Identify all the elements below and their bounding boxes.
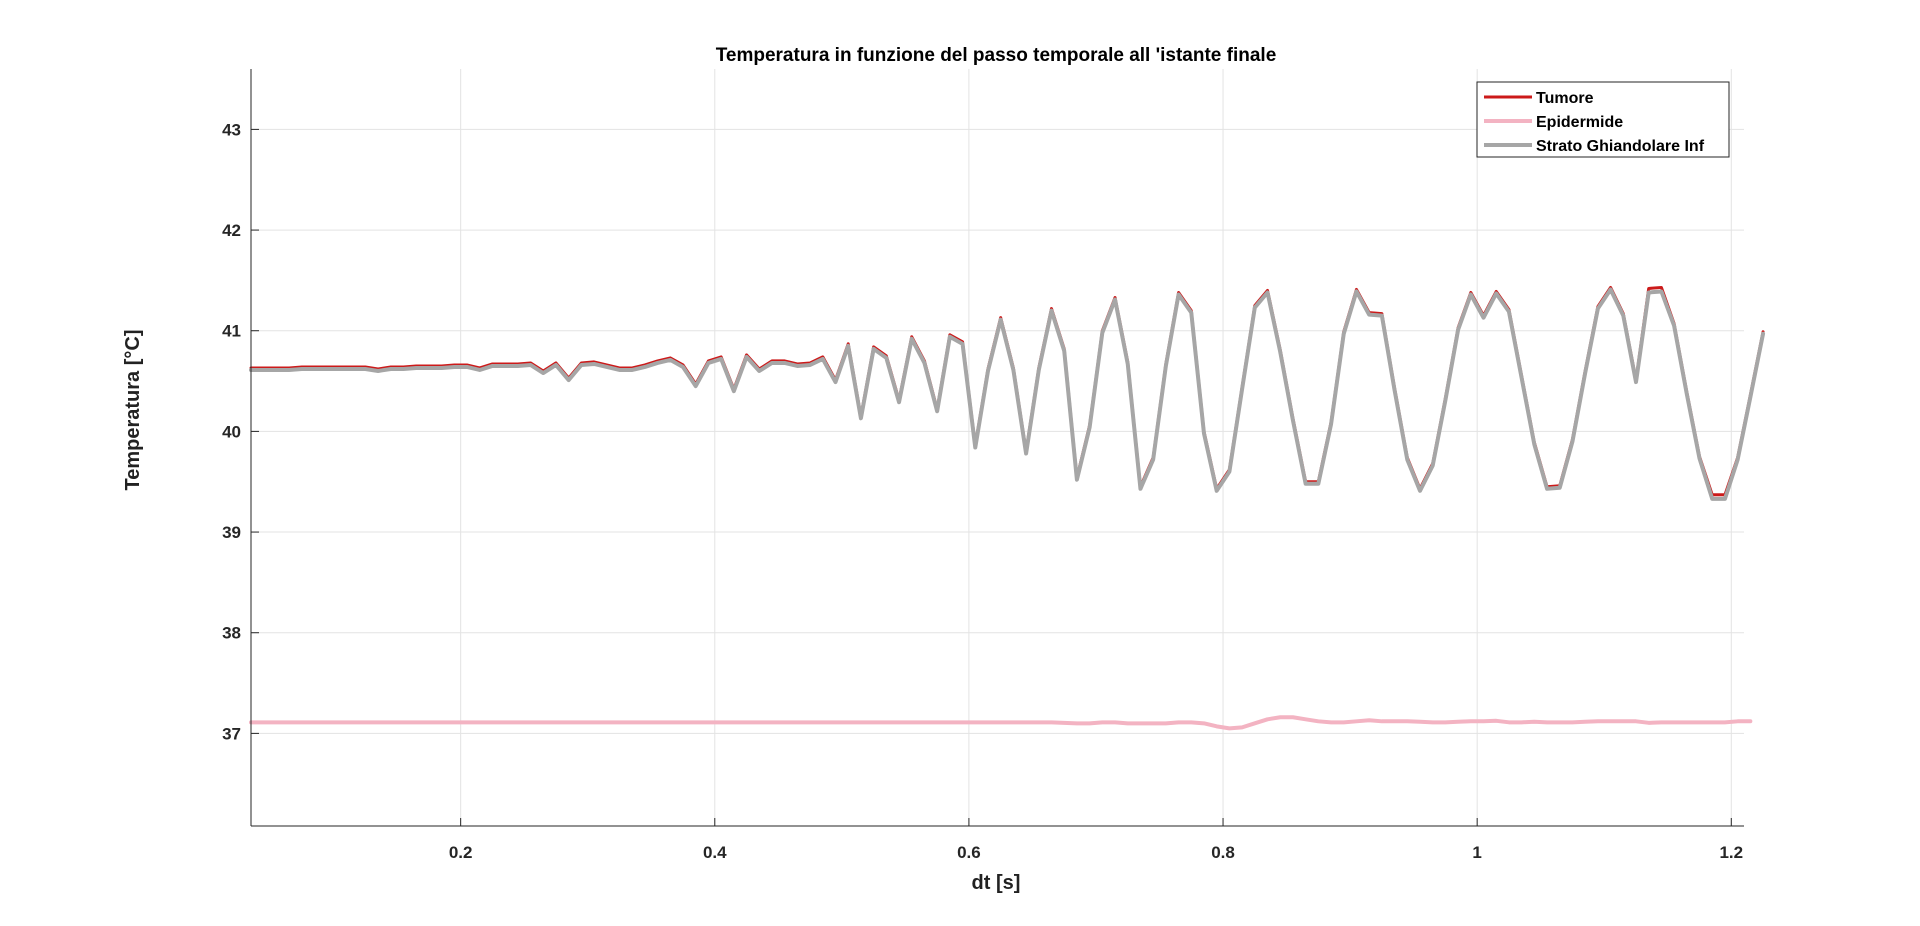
x-tick-label: 0.4 (703, 843, 727, 862)
series-line-tumore (249, 285, 1765, 497)
y-axis-label: Temperatura [°C] (122, 330, 144, 491)
x-tick-label: 1.2 (1719, 843, 1743, 862)
x-tick-label: 0.2 (449, 843, 473, 862)
y-tick-label: 43 (222, 120, 241, 139)
y-tick-label: 38 (222, 624, 241, 643)
series-line-epidermide (249, 715, 1753, 731)
chart-title: Temperatura in funzione del passo tempor… (716, 45, 1277, 66)
series-line-strato-ghiandolare-inf (249, 287, 1766, 501)
legend: Tumore Epidermide Strato Ghiandolare Inf (1476, 81, 1730, 158)
axes (250, 69, 1744, 827)
legend-label: Epidermide (1536, 114, 1623, 131)
tick-labels: 0.2 0.4 0.6 0.8 1 1.2 37 38 39 40 41 42 43 (222, 120, 1743, 862)
legend-label: Tumore (1536, 90, 1594, 107)
series-lines (249, 285, 1766, 731)
y-tick-label: 42 (222, 221, 241, 240)
y-tick-label: 37 (222, 724, 241, 743)
y-tick-label: 39 (222, 523, 241, 542)
y-tick-label: 40 (222, 422, 241, 441)
legend-label: Strato Ghiandolare Inf (1536, 138, 1705, 155)
x-tick-label: 1 (1472, 843, 1481, 862)
y-tick-label: 41 (222, 322, 241, 341)
x-tick-label: 0.6 (957, 843, 981, 862)
x-axis-label: dt [s] (972, 872, 1021, 894)
grid (251, 69, 1744, 826)
x-tick-label: 0.8 (1211, 843, 1235, 862)
